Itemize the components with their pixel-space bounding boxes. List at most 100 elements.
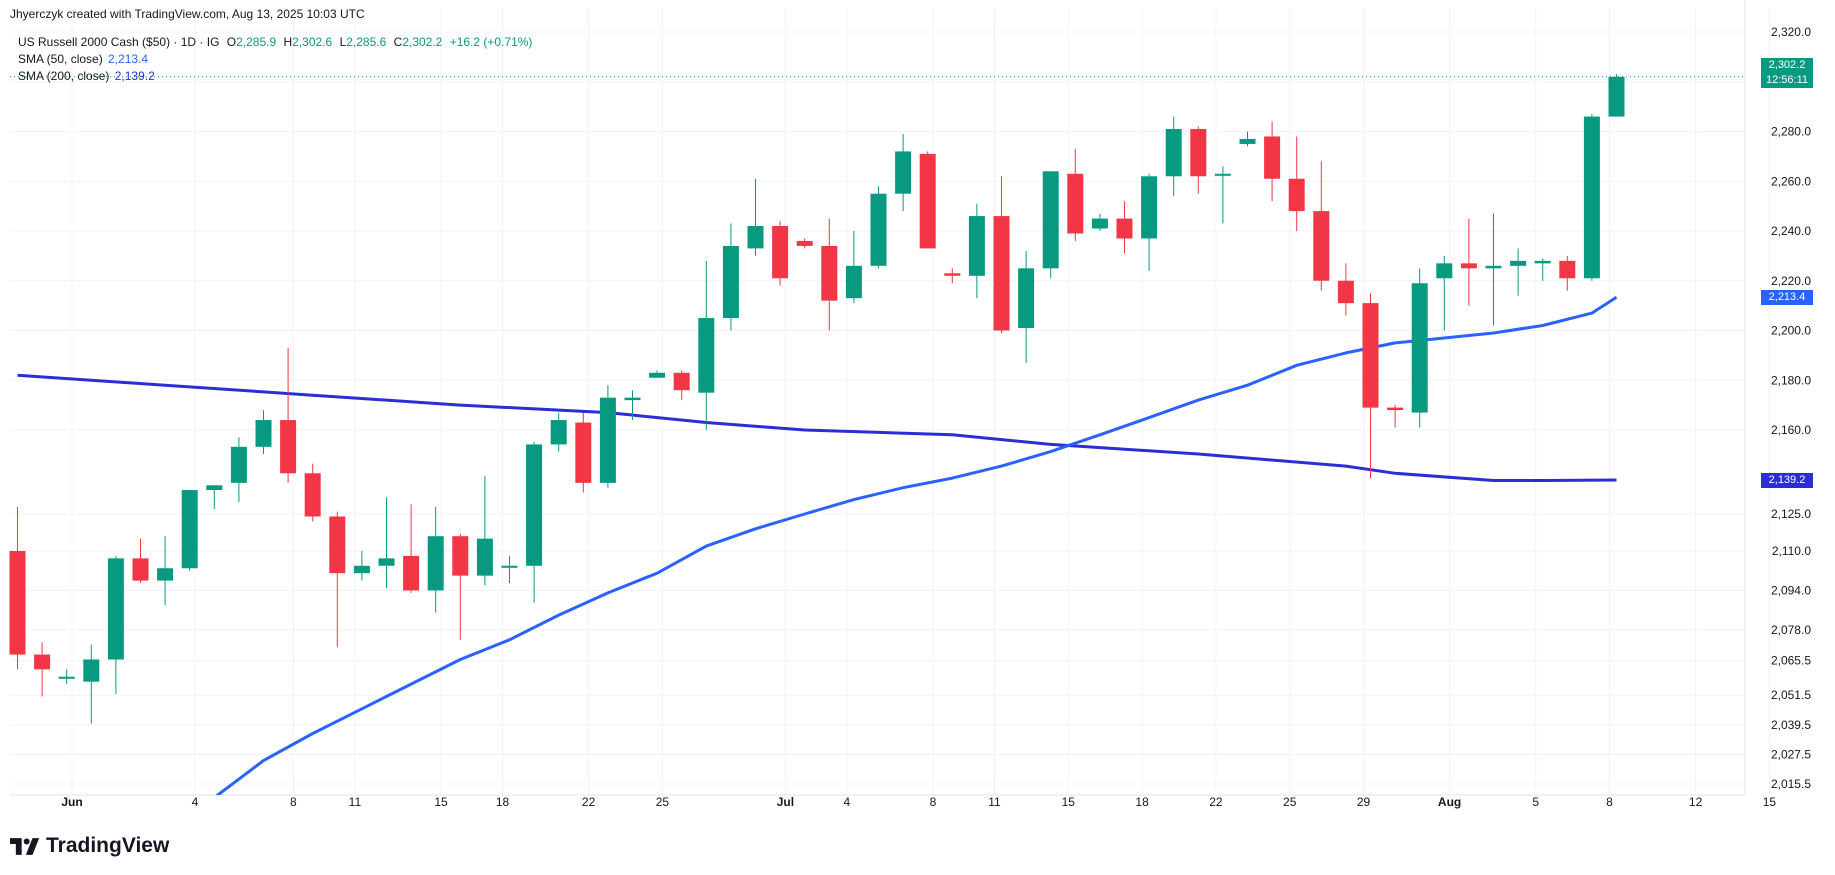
sma-50-line	[215, 295, 1618, 795]
candle-body	[1165, 129, 1182, 177]
candle	[993, 176, 1010, 333]
candle	[403, 504, 420, 593]
price-axis: 2,320.02,300.02,280.02,260.02,240.02,220…	[1771, 25, 1811, 791]
candle-body	[624, 397, 641, 401]
high-value: 2,302.6	[292, 35, 333, 49]
time-tick-label: 29	[1357, 795, 1371, 809]
sma200-value: 2,139.2	[114, 69, 155, 83]
open-key: O	[226, 35, 237, 49]
chart-header: Jhyerczyk created with TradingView.com, …	[10, 7, 365, 21]
chart-grid	[10, 0, 1770, 796]
candle	[206, 485, 223, 510]
candle-body	[1485, 265, 1502, 269]
candle-body	[1141, 176, 1158, 239]
candle	[378, 497, 395, 588]
candle-body	[1214, 173, 1231, 176]
candle	[34, 642, 51, 697]
candle-body	[649, 372, 666, 378]
candle	[9, 506, 26, 670]
price-tick-label: 2,260.0	[1771, 174, 1811, 188]
price-tick-label: 2,160.0	[1771, 423, 1811, 437]
candle-body	[698, 318, 715, 393]
candle-body	[501, 565, 518, 568]
candle-body	[157, 568, 174, 581]
time-tick-label: Jun	[61, 795, 82, 809]
sma50-price-tag: 2,213.4	[1761, 289, 1813, 305]
candle	[1116, 201, 1133, 254]
candle	[1165, 116, 1182, 197]
low-value: 2,285.6	[346, 35, 387, 49]
candle	[1387, 405, 1404, 428]
time-tick-label: 8	[1606, 795, 1613, 809]
candle	[649, 370, 666, 378]
candle	[255, 410, 272, 455]
time-tick-label: 4	[844, 795, 851, 809]
candle-body	[1264, 136, 1281, 179]
candle	[1460, 218, 1477, 306]
candle-body	[1313, 211, 1330, 281]
price-tick-label: 2,240.0	[1771, 224, 1811, 238]
candle-body	[1436, 263, 1453, 279]
candle	[181, 490, 198, 571]
time-tick-label: 25	[656, 795, 670, 809]
candle-body	[575, 422, 592, 483]
time-tick-label: 5	[1532, 795, 1539, 809]
candle	[1583, 114, 1600, 281]
time-tick-label: 11	[349, 795, 362, 809]
candle-body	[206, 485, 223, 491]
candle-body	[378, 558, 395, 566]
candle-body	[1116, 218, 1133, 239]
candle	[919, 151, 936, 249]
candle-body	[1337, 280, 1354, 304]
candle-body	[427, 536, 444, 591]
candle-body	[747, 226, 764, 249]
candle-body	[107, 558, 124, 660]
candle-body	[181, 490, 198, 569]
time-tick-label: 4	[192, 795, 199, 809]
candle	[353, 550, 370, 581]
candle-body	[1091, 218, 1108, 229]
candle	[1362, 293, 1379, 479]
sma50-value: 2,213.4	[108, 52, 149, 66]
candle-body	[83, 659, 100, 682]
candle	[1288, 136, 1305, 231]
time-tick-label: 15	[1062, 795, 1076, 809]
time-tick-label: 22	[1209, 795, 1223, 809]
candle	[1559, 255, 1576, 291]
candle-body	[673, 372, 690, 391]
candle	[1534, 258, 1551, 281]
last-price-tag: 2,302.2 12:56:11	[1761, 58, 1813, 89]
candle	[1510, 248, 1527, 296]
price-tick-label: 2,065.5	[1771, 654, 1811, 668]
candle	[968, 203, 985, 299]
candle	[772, 221, 789, 286]
time-tick-label: Jul	[777, 795, 794, 809]
high-key: H	[283, 35, 293, 49]
candle-body	[550, 420, 567, 445]
candle	[575, 412, 592, 493]
tradingview-logo[interactable]: TradingView	[10, 834, 169, 858]
time-tick-label: Aug	[1438, 795, 1461, 809]
candle-body	[1067, 173, 1084, 234]
candle	[673, 370, 690, 401]
sma200-row[interactable]: SMA (200, close) 2,139.2	[18, 68, 532, 85]
candle-body	[821, 245, 838, 301]
candle	[329, 511, 346, 648]
candle-body	[280, 420, 297, 474]
time-tick-label: 18	[1135, 795, 1149, 809]
price-tick-label: 2,320.0	[1771, 25, 1811, 39]
candle-body	[1510, 260, 1527, 266]
candle-body	[1583, 116, 1600, 279]
candle	[599, 385, 616, 488]
candle-body	[132, 558, 149, 581]
candle-body	[329, 516, 346, 574]
candle-body	[1411, 283, 1428, 413]
candle	[1313, 161, 1330, 291]
time-tick-label: 22	[582, 795, 596, 809]
sma50-row[interactable]: SMA (50, close) 2,213.4	[18, 51, 532, 68]
symbol-label: US Russell 2000 Cash ($50) · 1D · IG	[18, 35, 220, 49]
time-axis: Jun 4 8 11 15 18 22 25 Jul 4 8 11 15 18 22 25 29 Aug 5 8 12 1…	[61, 795, 1776, 809]
candle	[1141, 173, 1158, 271]
time-tick-label: 15	[434, 795, 448, 809]
price-tick-label: 2,051.5	[1771, 688, 1811, 702]
